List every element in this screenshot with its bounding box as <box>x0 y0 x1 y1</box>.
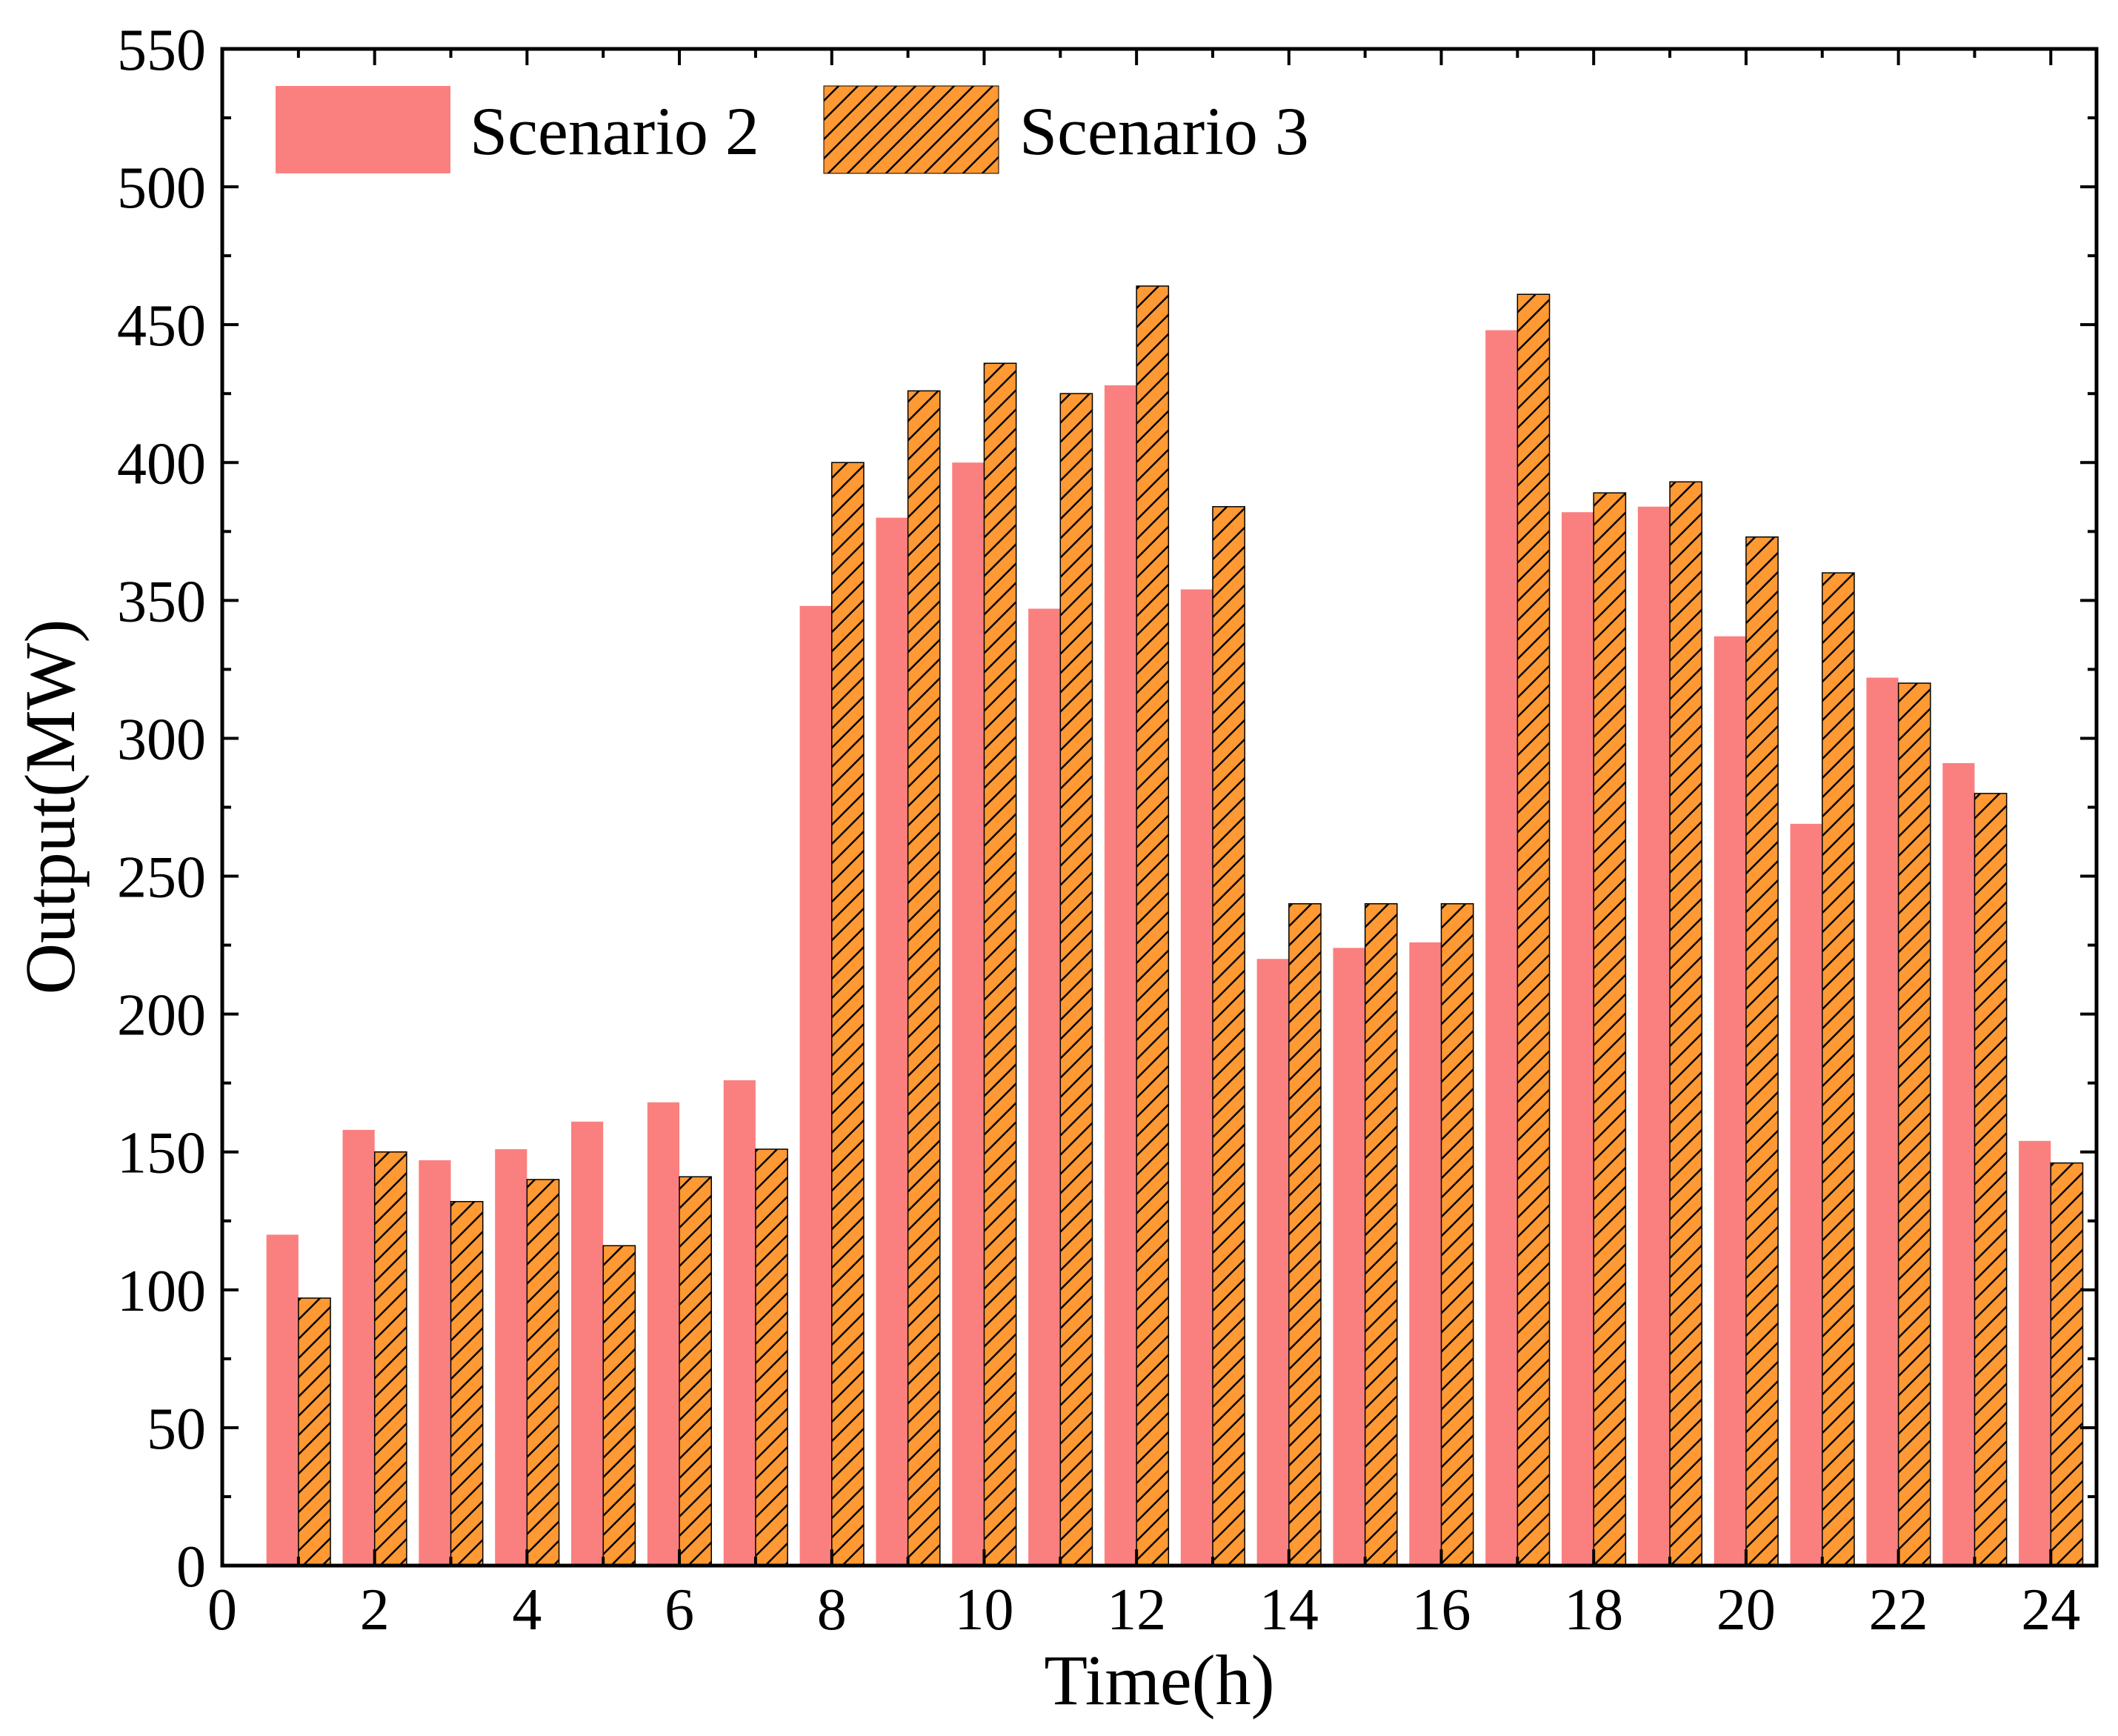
y-axis-title: Output(MW) <box>10 619 90 995</box>
bar-scenario-3-h9 <box>907 390 941 1566</box>
y-tick-label: 350 <box>117 569 206 634</box>
bar-scenario-2-h4 <box>495 1149 527 1566</box>
bar-scenario-3-h12 <box>1136 285 1170 1566</box>
y-tick-label: 50 <box>147 1397 206 1462</box>
bar-scenario-3-h8 <box>831 462 865 1566</box>
y-tick-label: 400 <box>117 431 206 496</box>
y-tick-label: 550 <box>117 18 206 83</box>
x-tick-label: 18 <box>1564 1577 1623 1643</box>
bar-scenario-2-h14 <box>1256 959 1289 1566</box>
bar-scenario-3-h15 <box>1364 903 1398 1566</box>
x-tick-label: 0 <box>207 1577 237 1643</box>
x-tick-label: 10 <box>954 1577 1013 1643</box>
bar-scenario-2-h9 <box>876 517 908 1566</box>
x-tick-label: 12 <box>1107 1577 1166 1643</box>
x-tick-label: 24 <box>2021 1577 2080 1643</box>
bar-scenario-3-h10 <box>983 362 1017 1566</box>
x-tick-label: 6 <box>665 1577 694 1643</box>
legend: Scenario 2 Scenario 3 <box>276 85 1309 174</box>
x-tick-label: 20 <box>1716 1577 1776 1643</box>
x-tick-label: 22 <box>1869 1577 1928 1643</box>
bar-scenario-2-h2 <box>342 1129 375 1566</box>
bar-scenario-3-h1 <box>298 1297 331 1566</box>
bar-scenario-2-h18 <box>1562 512 1594 1566</box>
bar-scenario-2-h24 <box>2019 1140 2051 1566</box>
x-tick-label: 2 <box>360 1577 390 1643</box>
bar-scenario-3-h21 <box>1822 572 1855 1566</box>
bar-scenario-3-h17 <box>1516 293 1551 1566</box>
bar-scenario-3-h24 <box>2050 1162 2084 1566</box>
bar-scenario-3-h20 <box>1745 536 1779 1566</box>
bar-scenario-2-h5 <box>571 1121 604 1566</box>
y-tick-label: 500 <box>117 156 206 221</box>
bar-scenario-3-h16 <box>1440 903 1474 1566</box>
bar-scenario-3-h13 <box>1212 506 1245 1566</box>
bar-scenario-2-h6 <box>647 1102 680 1566</box>
x-tick-label: 8 <box>817 1577 847 1643</box>
bar-scenario-2-h17 <box>1485 330 1518 1566</box>
bar-scenario-2-h15 <box>1333 948 1365 1566</box>
legend-swatch-scenario-3 <box>823 85 999 174</box>
x-tick-label: 16 <box>1412 1577 1471 1643</box>
bar-scenario-3-h5 <box>602 1245 636 1566</box>
bars-layer <box>266 285 2084 1566</box>
bar-scenario-2-h10 <box>952 462 985 1566</box>
bar-scenario-2-h20 <box>1714 636 1746 1566</box>
y-tick-label: 200 <box>117 983 206 1048</box>
bar-scenario-3-h2 <box>373 1151 407 1566</box>
y-tick-label: 450 <box>117 293 206 359</box>
bar-scenario-2-h16 <box>1409 942 1442 1566</box>
bar-scenario-3-h18 <box>1593 492 1627 1566</box>
bar-scenario-2-h11 <box>1028 608 1061 1566</box>
bar-scenario-2-h12 <box>1104 385 1137 1566</box>
y-tick-label: 150 <box>117 1121 206 1186</box>
bar-scenario-2-h8 <box>799 605 832 1566</box>
bar-scenario-2-h13 <box>1180 589 1213 1566</box>
legend-label-scenario-3: Scenario 3 <box>1019 93 1309 169</box>
y-tick-label: 100 <box>117 1259 206 1324</box>
bar-scenario-2-h23 <box>1942 762 1975 1566</box>
axis-ticks <box>221 47 2097 1567</box>
bar-scenario-3-h22 <box>1897 682 1931 1566</box>
bar-scenario-2-h19 <box>1637 506 1671 1566</box>
bar-scenario-2-h21 <box>1790 823 1822 1566</box>
x-axis-title: Time(h) <box>1044 1640 1274 1720</box>
y-tick-label: 0 <box>176 1534 206 1600</box>
bar-scenario-3-h19 <box>1669 481 1703 1566</box>
bar-scenario-3-h6 <box>679 1176 713 1566</box>
bar-scenario-3-h23 <box>1974 793 2008 1566</box>
bar-scenario-3-h3 <box>450 1200 484 1566</box>
x-tick-label: 14 <box>1259 1577 1319 1643</box>
bar-scenario-2-h7 <box>723 1080 756 1566</box>
bar-scenario-3-h11 <box>1059 393 1093 1566</box>
bar-scenario-2-h22 <box>1866 677 1899 1566</box>
bar-scenario-2-h1 <box>266 1234 299 1566</box>
x-tick-label: 4 <box>512 1577 542 1643</box>
bar-scenario-3-h7 <box>755 1148 788 1566</box>
legend-label-scenario-2: Scenario 2 <box>470 93 759 169</box>
y-tick-label: 250 <box>117 845 206 911</box>
bar-scenario-2-h3 <box>419 1160 451 1566</box>
legend-swatch-scenario-2 <box>276 86 450 173</box>
bar-scenario-3-h4 <box>526 1179 560 1566</box>
bar-scenario-3-h14 <box>1288 903 1322 1566</box>
y-tick-label: 300 <box>117 707 206 772</box>
